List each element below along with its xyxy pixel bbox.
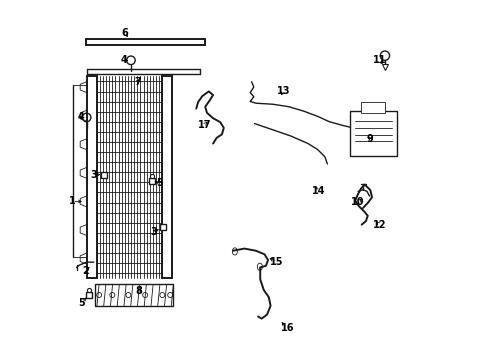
Text: 12: 12	[372, 220, 386, 230]
Text: 3: 3	[150, 227, 157, 237]
FancyBboxPatch shape	[349, 111, 396, 156]
Text: 8: 8	[135, 287, 142, 296]
Text: 17: 17	[197, 120, 211, 130]
Text: 1: 1	[69, 197, 76, 206]
Text: 7: 7	[134, 77, 141, 87]
Text: 13: 13	[277, 86, 290, 96]
Text: 4: 4	[121, 55, 127, 65]
Text: 5: 5	[156, 178, 163, 188]
Text: 15: 15	[269, 257, 283, 267]
Text: 3: 3	[90, 170, 97, 180]
Text: 4: 4	[78, 112, 84, 122]
FancyBboxPatch shape	[361, 103, 384, 113]
Text: 11: 11	[372, 55, 386, 65]
Text: 9: 9	[366, 134, 373, 144]
Text: 2: 2	[82, 266, 89, 276]
Text: 10: 10	[351, 197, 364, 207]
FancyBboxPatch shape	[95, 284, 173, 306]
Text: 14: 14	[311, 186, 325, 197]
Text: 6: 6	[121, 28, 128, 38]
Text: 16: 16	[280, 323, 293, 333]
Text: 5: 5	[79, 298, 85, 308]
